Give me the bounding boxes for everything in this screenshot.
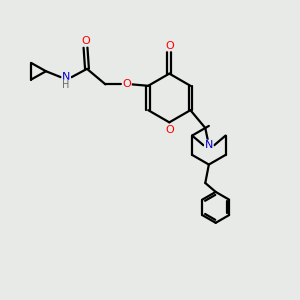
Text: O: O — [122, 79, 131, 89]
Text: O: O — [81, 36, 90, 46]
Text: O: O — [165, 125, 174, 135]
Text: O: O — [165, 41, 174, 51]
Text: N: N — [62, 72, 70, 82]
Text: H: H — [62, 80, 70, 90]
Text: N: N — [205, 140, 213, 150]
